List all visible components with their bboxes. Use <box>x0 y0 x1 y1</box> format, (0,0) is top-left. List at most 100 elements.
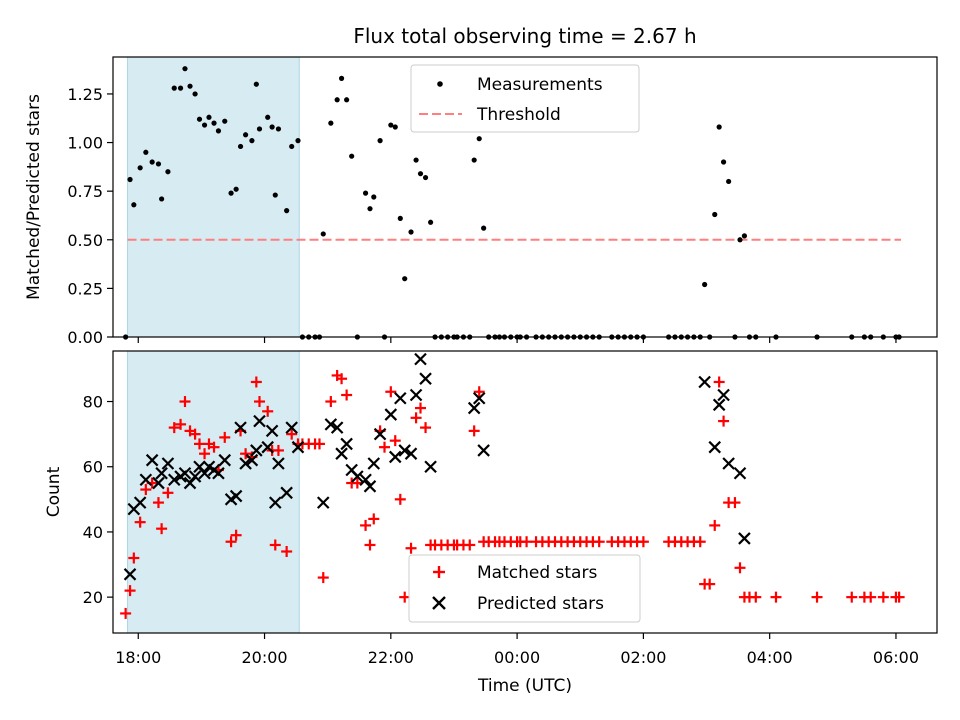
matched-star-point <box>385 386 397 398</box>
measurement-point <box>155 161 162 167</box>
measurement-point <box>476 136 482 142</box>
predicted-star-point <box>316 496 330 509</box>
measurement-point <box>737 237 743 243</box>
predicted-star-point <box>363 480 377 493</box>
predicted-star-point <box>712 398 726 412</box>
predicted-star-point <box>477 444 490 457</box>
matched-star-point <box>168 422 180 434</box>
top-panel: 0.00 0.25 0.50 0.75 1.00 1.25 Matched/Predict… <box>24 56 938 347</box>
measurement-point <box>397 215 403 221</box>
matched-star-point <box>313 438 325 450</box>
x-tick-label: 20:00 <box>241 648 287 667</box>
measurement-point <box>471 157 477 163</box>
matched-star-point <box>189 428 201 440</box>
predicted-star-point <box>250 444 263 457</box>
measurement-point <box>171 85 177 91</box>
measurement-point <box>143 149 149 155</box>
y-tick-label: 20 <box>83 588 103 607</box>
predicted-star-point <box>265 424 279 438</box>
predicted-star-point <box>409 388 423 402</box>
measurement-point <box>222 118 228 124</box>
measurement-point <box>417 171 424 177</box>
measurement-point <box>702 281 708 288</box>
measurement-point <box>211 120 217 126</box>
bottom-legend-box <box>408 554 641 623</box>
bottom-y-axis-label: Count <box>44 466 64 517</box>
top-legend: Measurements Threshold <box>410 64 640 133</box>
measurement-point <box>256 126 263 132</box>
measurement-point <box>275 126 282 132</box>
measurement-point <box>269 124 275 130</box>
matched-star-point <box>281 545 293 557</box>
matched-star-point <box>637 536 649 548</box>
measurement-point <box>137 165 143 171</box>
bottom-x-axis-label: Time (UTC) <box>477 676 572 696</box>
measurement-point <box>320 231 326 237</box>
matched-star-point <box>389 435 401 447</box>
matched-star-point <box>140 484 152 496</box>
measurement-point <box>187 83 193 89</box>
matched-star-point <box>865 591 877 603</box>
predicted-star-point <box>261 440 274 454</box>
predicted-star-point <box>188 470 202 483</box>
measurement-point <box>196 116 203 122</box>
predicted-star-point <box>335 447 348 460</box>
measurement-point <box>367 206 373 212</box>
predicted-star-point <box>291 440 305 454</box>
matched-star-point <box>336 373 348 385</box>
measurement-point <box>165 169 171 175</box>
matched-star-point <box>128 552 140 564</box>
matched-star-point <box>124 585 136 597</box>
bottom-y-ticks: 20 40 60 80 <box>83 393 113 607</box>
y-tick-label: 0.50 <box>67 231 103 250</box>
matched-star-point <box>521 536 533 548</box>
predicted-star-point <box>373 427 387 441</box>
predicted-star-point <box>145 453 159 467</box>
matched-star-point <box>253 396 265 408</box>
matched-star-point <box>405 542 417 554</box>
matched-star-point <box>240 448 252 460</box>
matched-star-point <box>156 523 168 535</box>
measurement-point <box>344 97 350 103</box>
y-tick-label: 60 <box>83 458 103 477</box>
predicted-star-point <box>218 453 232 467</box>
predicted-star-point <box>367 457 381 470</box>
matched-star-point <box>134 516 146 528</box>
matched-star-point <box>368 513 380 525</box>
matched-star-point <box>811 591 823 603</box>
measurement-point <box>265 114 271 120</box>
matched-star-point <box>250 376 262 388</box>
predicted-star-point <box>178 466 192 480</box>
predicted-star-point <box>419 372 432 385</box>
matched-star-point <box>877 591 889 603</box>
y-tick-label: 1.00 <box>67 134 103 153</box>
matched-star-point <box>750 591 762 603</box>
measurement-point <box>402 276 408 282</box>
predicted-star-point <box>698 375 711 389</box>
y-tick-label: 0.25 <box>67 279 103 298</box>
measurement-point <box>388 122 394 128</box>
predicted-star-point <box>351 470 364 483</box>
matched-star-point <box>415 402 427 414</box>
measurement-point <box>127 176 133 183</box>
matched-star-point <box>179 396 191 408</box>
matched-star-point <box>410 412 422 424</box>
measurement-point <box>349 153 355 159</box>
legend-predicted-label: Predicted stars <box>477 594 604 614</box>
matched-star-point <box>770 591 782 603</box>
predicted-star-point <box>467 401 481 415</box>
legend-measurements-label: Measurements <box>477 75 603 95</box>
matched-star-point <box>325 396 337 408</box>
predicted-star-point <box>212 466 225 480</box>
matched-star-point <box>846 591 858 603</box>
matched-star-point <box>379 441 391 453</box>
measurement-point <box>481 225 487 231</box>
measurement-point <box>392 124 398 130</box>
matched-star-point <box>734 562 746 574</box>
matched-star-point <box>729 497 741 509</box>
predicted-stars-points <box>123 352 751 581</box>
y-tick-label: 80 <box>83 393 103 412</box>
predicted-star-point <box>404 447 418 460</box>
matched-star-point <box>152 497 164 509</box>
